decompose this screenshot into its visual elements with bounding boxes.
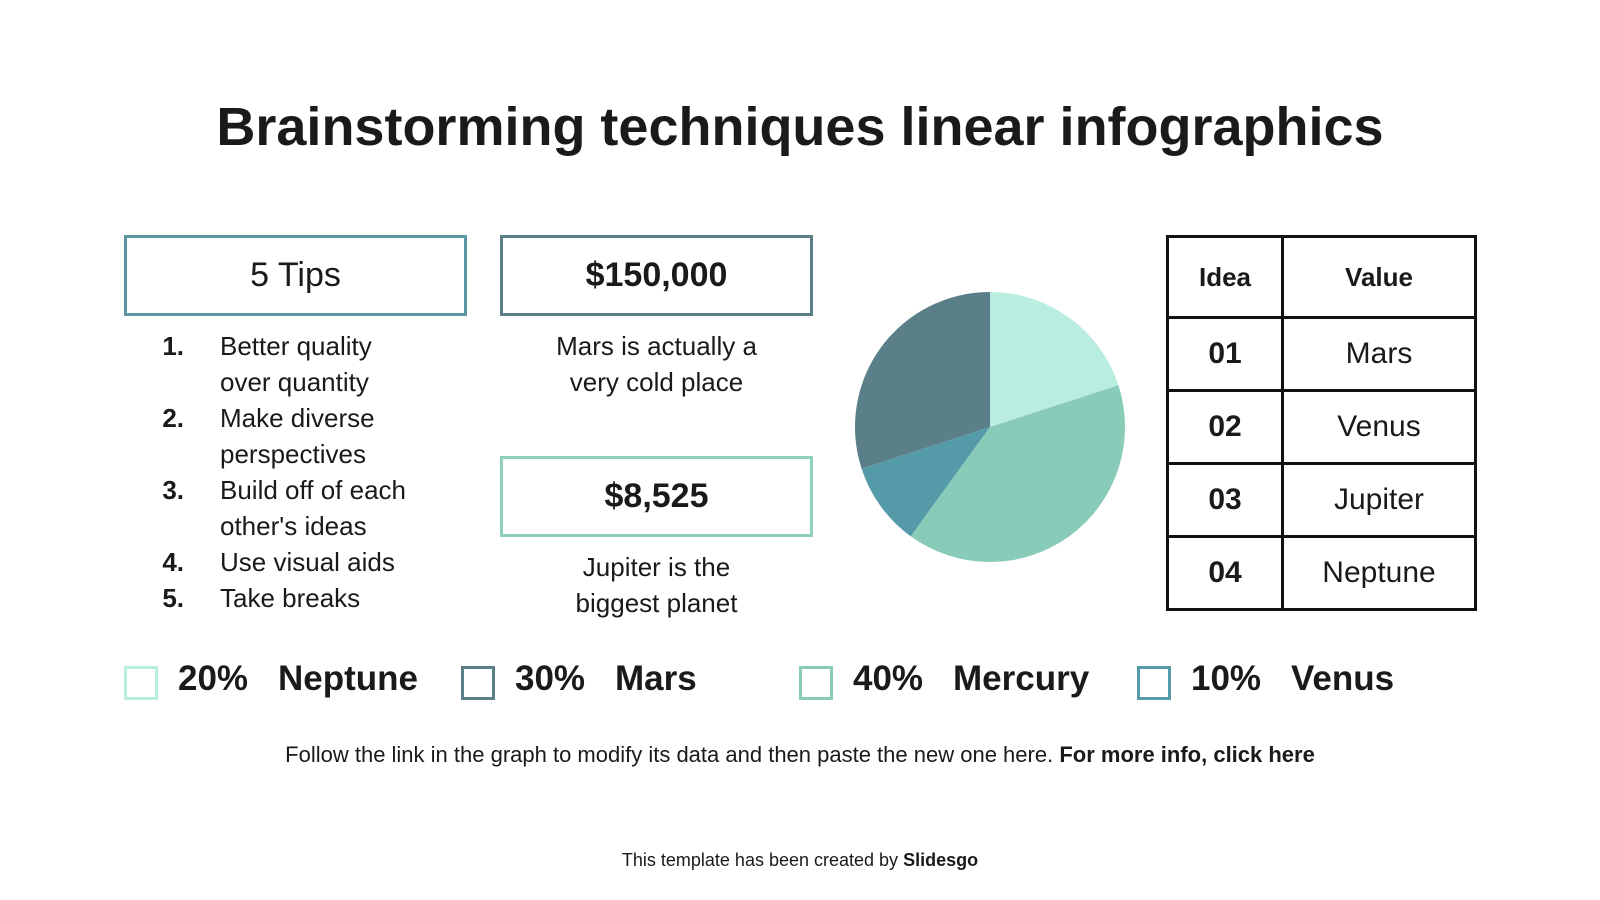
tip-text: Build off of each (220, 475, 406, 505)
tip-text: Take breaks (220, 583, 361, 613)
stat-description: Mars is actually a very cold place (480, 328, 833, 400)
stat-line: very cold place (569, 367, 744, 397)
tip-text: Use visual aids (220, 547, 395, 577)
table-row: 03 Jupiter (1166, 462, 1477, 538)
stat-line: Jupiter is the (582, 552, 731, 582)
legend-value: 30% (515, 659, 586, 698)
legend-value: 40% (853, 659, 924, 698)
legend-swatch (124, 666, 158, 700)
stat-box: $8,525 (500, 456, 813, 537)
tip-text: Better quality (220, 331, 372, 361)
title: Brainstorming techniques linear infograp… (216, 97, 1384, 157)
legend-value: 10% (1191, 659, 1262, 698)
tip-text: over quantity (220, 367, 369, 397)
legend-swatch (799, 666, 833, 700)
tip-number: 1. (162, 331, 184, 361)
legend-label: Mercury (953, 659, 1090, 698)
table-cell: 04 (1166, 535, 1284, 611)
tips-heading: 5 Tips (250, 256, 341, 294)
table-header: Idea (1166, 235, 1284, 319)
pie-slice (910, 385, 1125, 562)
tips-list: 1. Better quality over quantity 2. Make dive… (124, 328, 484, 628)
legend-label: Mars (615, 659, 697, 698)
table-row: 04 Neptune (1166, 535, 1477, 611)
legend-swatch (461, 666, 495, 700)
stat-line: biggest planet (575, 588, 738, 618)
legend-swatch (1137, 666, 1171, 700)
table-cell: Venus (1281, 389, 1477, 465)
stat-description: Jupiter is the biggest planet (480, 549, 833, 621)
table-cell: Mars (1281, 316, 1477, 392)
pie-slice (855, 292, 990, 469)
tip-text: perspectives (220, 439, 366, 469)
tip-number: 4. (162, 547, 184, 577)
table-header: Value (1281, 235, 1477, 319)
tip-number: 3. (162, 475, 184, 505)
legend-label: Venus (1291, 659, 1395, 698)
legend-label: Neptune (278, 659, 418, 698)
table-cell: 03 (1166, 462, 1284, 538)
note-text: Follow the link in the graph to modify i… (285, 742, 1054, 767)
tip-text: other's ideas (220, 511, 367, 541)
stat-line: Mars is actually a (556, 331, 757, 361)
idea-table: Idea Value 01 Mars 02 Venus 03 Jupiter 04 Neptu… (1166, 235, 1477, 611)
credit: This template has been created by Slides… (0, 850, 1600, 871)
table-row: 02 Venus (1166, 389, 1477, 465)
tip-number: 2. (162, 403, 184, 433)
note: Follow the link in the graph to modify i… (0, 742, 1600, 768)
legend-value: 20% (178, 659, 249, 698)
stat-value: $8,525 (604, 477, 709, 515)
tip-text: Make diverse (220, 403, 375, 433)
tip-number: 5. (162, 583, 184, 613)
table-cell: 01 (1166, 316, 1284, 392)
stat-box: $150,000 (500, 235, 813, 316)
legend: 20% Neptune 40% Mercury 10% Venus 30% Mars (0, 655, 1600, 710)
stat-value: $150,000 (585, 256, 728, 294)
table-cell: 02 (1166, 389, 1284, 465)
table-cell: Neptune (1281, 535, 1477, 611)
tips-heading-box: 5 Tips (124, 235, 467, 316)
credit-text: This template has been created by (621, 850, 899, 870)
pie-slice (861, 427, 990, 537)
info-link[interactable]: For more info, click here (1059, 742, 1315, 767)
table-row: 01 Mars (1166, 316, 1477, 392)
pie-chart (855, 292, 1125, 562)
table-cell: Jupiter (1281, 462, 1477, 538)
credit-brand: Slidesgo (903, 850, 979, 870)
pie-slice (990, 292, 1119, 427)
